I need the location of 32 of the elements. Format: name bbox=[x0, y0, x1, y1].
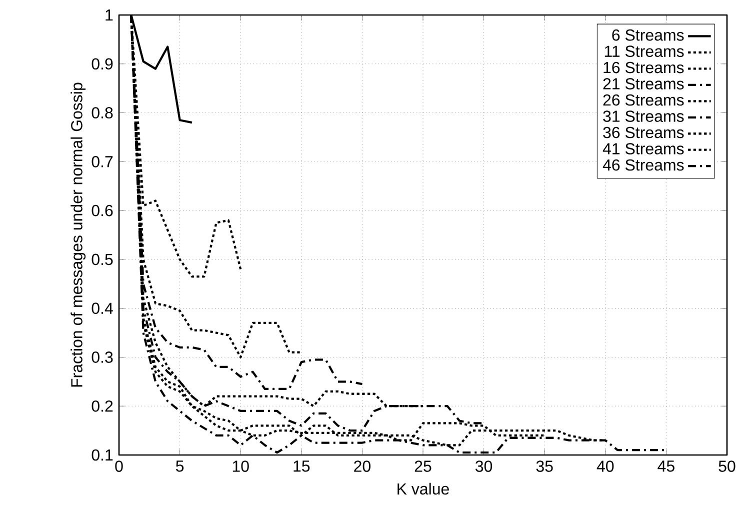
legend-label: 31 Streams bbox=[603, 110, 684, 122]
legend-label: 11 Streams bbox=[604, 46, 684, 57]
x-tick-label: 35 bbox=[536, 460, 553, 472]
y-tick-label: 0.6 bbox=[92, 204, 113, 216]
y-tick-label: 0.1 bbox=[92, 449, 113, 461]
legend-label: 21 Streams bbox=[603, 78, 684, 90]
x-tick-label: 45 bbox=[658, 460, 674, 472]
x-tick-label: 15 bbox=[294, 460, 310, 472]
y-tick-label: 1 bbox=[106, 10, 113, 21]
y-tick-label: 0.5 bbox=[92, 254, 113, 266]
x-tick-label: 0 bbox=[115, 460, 123, 472]
legend-label: 16 Streams bbox=[604, 62, 684, 74]
legend-label: 26 Streams bbox=[603, 94, 684, 106]
x-tick-label: 30 bbox=[476, 460, 492, 472]
y-axis-title: Fraction of messages under normal Gossip bbox=[70, 82, 86, 387]
legend-label: 41 Streams bbox=[602, 143, 684, 154]
y-tick-label: 0.7 bbox=[92, 156, 113, 168]
x-tick-label: 25 bbox=[414, 460, 432, 472]
x-tick-label: 40 bbox=[596, 460, 614, 472]
x-axis-title: K value bbox=[398, 482, 449, 495]
y-tick-label: 0.4 bbox=[92, 302, 113, 314]
y-tick-label: 0.2 bbox=[92, 400, 113, 412]
y-tick-label: 0.8 bbox=[92, 107, 113, 118]
x-tick-label: 10 bbox=[232, 460, 249, 472]
y-tick-label: 0.9 bbox=[92, 58, 113, 70]
x-tick-label: 50 bbox=[718, 460, 736, 472]
legend-label: 36 Streams bbox=[603, 126, 684, 138]
legend-label: 6 Streams bbox=[612, 29, 684, 41]
legend-label: 46 Streams bbox=[602, 159, 684, 171]
x-tick-label: 5 bbox=[176, 460, 184, 472]
y-tick-label: 0.3 bbox=[92, 352, 113, 363]
x-tick-label: 20 bbox=[354, 460, 370, 472]
